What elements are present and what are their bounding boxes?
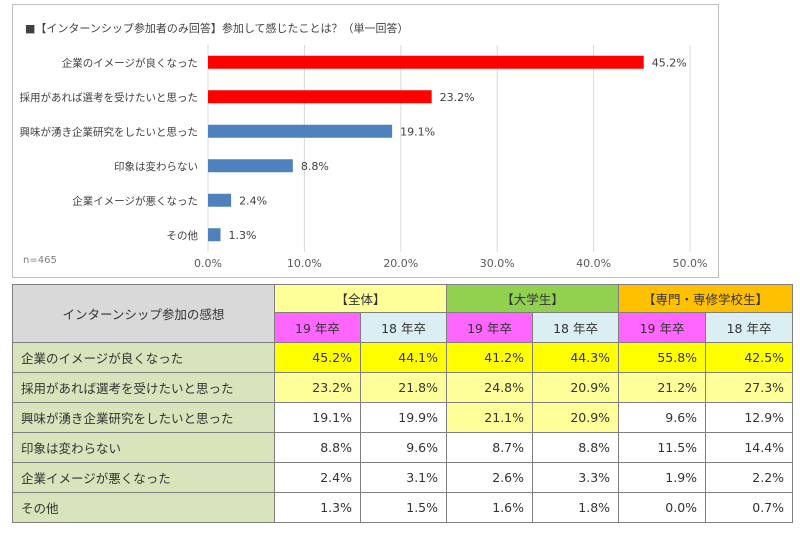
sample-size-note: n=465: [23, 255, 57, 266]
year-header: 18 年卒: [705, 312, 794, 343]
year-header: 18 年卒: [532, 312, 620, 343]
chart-panel: ■【インターンシップ参加者のみ回答】参加して感じたことは？（単一回答） n=46…: [12, 4, 719, 278]
table-cell: 9.6%: [359, 432, 448, 463]
table-cell: 45.2%: [274, 342, 361, 373]
row-label: 企業イメージが悪くなった: [12, 462, 275, 493]
bar-chart: ■【インターンシップ参加者のみ回答】参加して感じたことは？（単一回答） n=46…: [20, 21, 708, 270]
category-label: 企業イメージが悪くなった: [72, 194, 198, 207]
table-cell: 1.9%: [618, 462, 707, 493]
data-label: 45.2%: [652, 56, 687, 69]
table-cell: 2.4%: [274, 462, 361, 493]
category-label: その他: [167, 229, 199, 242]
table-cell: 0.0%: [618, 492, 707, 523]
table-cell: 1.3%: [274, 492, 361, 523]
chart-title: ■【インターンシップ参加者のみ回答】参加して感じたことは？（単一回答）: [25, 21, 409, 35]
year-header: 19 年卒: [274, 312, 361, 343]
table-row: 企業イメージが悪くなった 2.4% 3.1% 2.6% 3.3% 1.9% 2.…: [12, 462, 794, 493]
table-cell: 2.2%: [705, 462, 794, 493]
table-cell: 1.5%: [359, 492, 448, 523]
x-tick-label: 20.0%: [383, 257, 418, 270]
table-cell: 11.5%: [618, 432, 707, 463]
x-tick-label: 0.0%: [194, 257, 222, 270]
group-header-university: 【大学生】: [446, 284, 620, 313]
data-label: 2.4%: [239, 194, 267, 207]
bar: [208, 124, 393, 138]
data-label: 19.1%: [400, 125, 435, 138]
bar: [208, 193, 232, 207]
data-label: 23.2%: [440, 91, 475, 104]
table-cell: 0.7%: [705, 492, 794, 523]
table-cell: 27.3%: [705, 372, 794, 403]
table-cell: 41.2%: [446, 342, 534, 373]
row-label: 企業のイメージが良くなった: [12, 342, 275, 373]
table-cell: 20.9%: [532, 372, 620, 403]
table-cell: 19.9%: [359, 402, 448, 433]
row-label: 興味が湧き企業研究をしたいと思った: [12, 402, 275, 433]
category-label: 企業のイメージが良くなった: [62, 56, 198, 69]
x-tick-label: 50.0%: [673, 257, 708, 270]
table-cell: 2.6%: [446, 462, 534, 493]
table-cell: 44.3%: [532, 342, 620, 373]
table-cell: 24.8%: [446, 372, 534, 403]
table-corner-header: インターンシップ参加の感想: [12, 284, 275, 343]
table-cell: 3.3%: [532, 462, 620, 493]
bar: [208, 159, 293, 173]
table-cell: 42.5%: [705, 342, 794, 373]
table-cell: 8.8%: [532, 432, 620, 463]
bar: [208, 90, 432, 104]
row-label: 印象は変わらない: [12, 432, 275, 463]
table-cell: 14.4%: [705, 432, 794, 463]
year-header: 18 年卒: [359, 312, 448, 343]
table-cell: 1.6%: [446, 492, 534, 523]
table-cell: 21.2%: [618, 372, 707, 403]
x-tick-label: 10.0%: [287, 257, 322, 270]
table-cell: 8.8%: [274, 432, 361, 463]
table-cell: 1.8%: [532, 492, 620, 523]
table-row: その他 1.3% 1.5% 1.6% 1.8% 0.0% 0.7%: [12, 492, 794, 523]
results-table: インターンシップ参加の感想 【全体】 【大学生】 【専門・専修学校生】 19 年…: [12, 284, 794, 523]
table-row: 印象は変わらない 8.8% 9.6% 8.7% 8.8% 11.5% 14.4%: [12, 432, 794, 463]
table-row: 採用があれば選考を受けたいと思った 23.2% 21.8% 24.8% 20.9…: [12, 372, 794, 403]
year-header: 19 年卒: [446, 312, 534, 343]
category-label: 印象は変わらない: [114, 160, 198, 173]
table-cell: 55.8%: [618, 342, 707, 373]
table-row: 企業のイメージが良くなった 45.2% 44.1% 41.2% 44.3% 55…: [12, 342, 794, 373]
bar: [208, 55, 644, 69]
table-cell: 23.2%: [274, 372, 361, 403]
table-cell: 21.8%: [359, 372, 448, 403]
category-label: 興味が湧き企業研究をしたいと思った: [20, 125, 199, 138]
x-tick-label: 40.0%: [576, 257, 611, 270]
table-cell: 8.7%: [446, 432, 534, 463]
group-header-vocational: 【専門・専修学校生】: [618, 284, 794, 313]
data-label: 1.3%: [229, 229, 257, 242]
row-label: その他: [12, 492, 275, 523]
table-cell: 9.6%: [618, 402, 707, 433]
data-label: 8.8%: [301, 160, 329, 173]
x-tick-label: 30.0%: [480, 257, 515, 270]
group-header-all: 【全体】: [273, 284, 448, 313]
year-header: 19 年卒: [618, 312, 707, 343]
table-cell: 21.1%: [446, 402, 534, 433]
table-cell: 19.1%: [274, 402, 361, 433]
bar: [208, 228, 221, 242]
category-label: 採用があれば選考を受けたいと思った: [20, 91, 199, 104]
table-cell: 3.1%: [359, 462, 448, 493]
table-cell: 12.9%: [705, 402, 794, 433]
table-row: 興味が湧き企業研究をしたいと思った 19.1% 19.9% 21.1% 20.9…: [12, 402, 794, 433]
table-cell: 44.1%: [359, 342, 448, 373]
row-label: 採用があれば選考を受けたいと思った: [12, 372, 275, 403]
table-cell: 20.9%: [532, 402, 620, 433]
